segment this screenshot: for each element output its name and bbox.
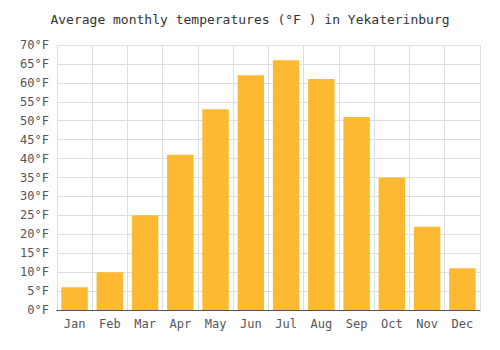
svg-text:20°F: 20°F	[20, 227, 49, 241]
svg-text:Mar: Mar	[134, 317, 156, 331]
svg-text:35°F: 35°F	[20, 171, 49, 185]
svg-text:65°F: 65°F	[20, 57, 49, 71]
svg-text:10°F: 10°F	[20, 265, 49, 279]
svg-text:30°F: 30°F	[20, 189, 49, 203]
svg-text:55°F: 55°F	[20, 95, 49, 109]
svg-text:Jun: Jun	[240, 317, 262, 331]
svg-text:Jul: Jul	[275, 317, 297, 331]
svg-text:60°F: 60°F	[20, 76, 49, 90]
svg-text:Jan: Jan	[64, 317, 86, 331]
svg-text:15°F: 15°F	[20, 246, 49, 260]
svg-text:50°F: 50°F	[20, 114, 49, 128]
svg-text:Aug: Aug	[310, 317, 332, 331]
svg-text:45°F: 45°F	[20, 133, 49, 147]
svg-text:Dec: Dec	[452, 317, 474, 331]
svg-text:Oct: Oct	[381, 317, 403, 331]
svg-text:Sep: Sep	[346, 317, 368, 331]
svg-text:25°F: 25°F	[20, 208, 49, 222]
svg-text:Apr: Apr	[169, 317, 191, 331]
svg-text:70°F: 70°F	[20, 38, 49, 52]
svg-text:Feb: Feb	[99, 317, 121, 331]
svg-text:Average monthly temperatures (: Average monthly temperatures (°F ) in Ye…	[50, 12, 449, 27]
svg-text:0°F: 0°F	[27, 303, 49, 317]
svg-text:40°F: 40°F	[20, 152, 49, 166]
svg-text:May: May	[205, 317, 227, 331]
svg-text:5°F: 5°F	[27, 284, 49, 298]
svg-text:Nov: Nov	[416, 317, 438, 331]
